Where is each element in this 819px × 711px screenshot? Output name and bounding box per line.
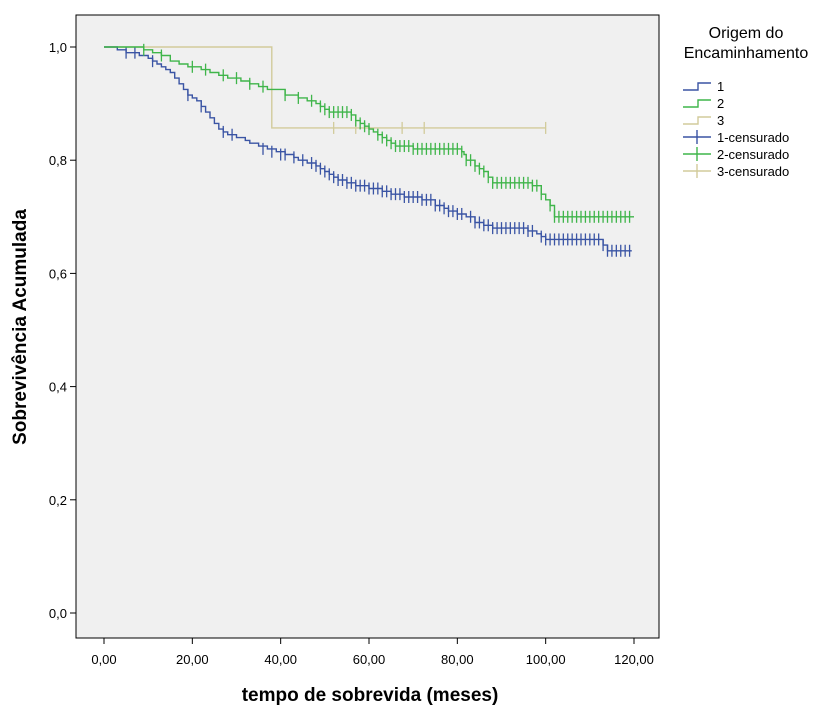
y-tick-label: 1,0 <box>49 40 67 55</box>
y-tick-label: 0,8 <box>49 153 67 168</box>
legend-entry: 1 <box>683 79 724 94</box>
legend-label: 2 <box>717 96 724 111</box>
legend-entry: 3 <box>683 113 724 128</box>
legend-label: 2-censurado <box>717 147 789 162</box>
x-tick-label: 120,00 <box>614 652 654 667</box>
x-tick-label: 80,00 <box>441 652 474 667</box>
x-tick-label: 40,00 <box>264 652 297 667</box>
legend: Origem do Encaminhamento 1 2 3 1-censurado 2… <box>683 25 808 179</box>
y-tick-label: 0,4 <box>49 380 67 395</box>
y-axis-title: Sobrevivência Acumulada <box>10 209 31 445</box>
series-2-censor-marks <box>143 43 631 223</box>
series-3-curve <box>104 46 546 129</box>
series-layer <box>104 43 634 257</box>
legend-entry: 1-censurado <box>683 130 789 145</box>
series-1-censor-marks <box>125 46 631 257</box>
x-axis: 0,00 20,00 40,00 60,00 80,00 100,00 120,00 <box>91 638 654 667</box>
x-tick-label: 100,00 <box>526 652 566 667</box>
legend-label: 3-censurado <box>717 164 789 179</box>
x-axis-title: tempo de sobrevida (meses) <box>242 685 499 706</box>
legend-label: 1 <box>717 79 724 94</box>
legend-label: 3 <box>717 113 724 128</box>
x-tick-label: 0,00 <box>91 652 116 667</box>
legend-title-line-2: Encaminhamento <box>684 45 809 62</box>
legend-entries: 1 2 3 1-censurado 2-censurado 3-censurado <box>683 79 789 179</box>
y-tick-label: 0,6 <box>49 266 67 281</box>
plot-area <box>75 14 660 639</box>
x-tick-label: 60,00 <box>353 652 386 667</box>
legend-step-swatch <box>683 116 711 125</box>
y-axis: 0,0 0,2 0,4 0,6 0,8 1,0 <box>49 40 76 621</box>
y-tick-label: 0,2 <box>49 493 67 508</box>
legend-title-line-1: Origem do <box>709 25 784 42</box>
x-tick-label: 20,00 <box>176 652 209 667</box>
legend-entry: 2 <box>683 96 724 111</box>
legend-entry: 2-censurado <box>683 147 789 162</box>
legend-step-swatch <box>683 82 711 91</box>
series-3-censor-marks <box>333 121 547 134</box>
y-tick-label: 0,0 <box>49 606 67 621</box>
legend-entry: 3-censurado <box>683 164 789 179</box>
legend-step-swatch <box>683 99 711 108</box>
legend-label: 1-censurado <box>717 130 789 145</box>
